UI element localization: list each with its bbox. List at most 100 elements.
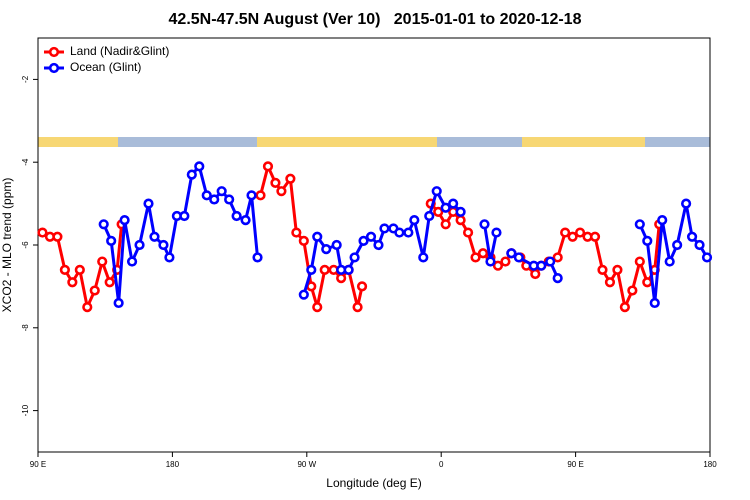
data-point [201, 190, 212, 201]
data-point [262, 161, 274, 172]
data-point [589, 231, 601, 242]
data-point [149, 231, 160, 242]
data-point [379, 223, 390, 234]
data-point [240, 215, 251, 226]
data-point [536, 260, 547, 271]
data-point [552, 252, 563, 263]
data-point [216, 186, 227, 197]
data-point [455, 215, 466, 226]
data-point [424, 210, 435, 222]
data-point [67, 277, 78, 288]
data-point [37, 227, 48, 238]
data-point [349, 252, 360, 263]
data-point [455, 206, 466, 217]
strip-ocean [118, 137, 257, 147]
data-point [513, 252, 524, 263]
strip-ocean [645, 137, 710, 147]
data-point [285, 173, 296, 184]
data-point [560, 227, 571, 238]
data-point [506, 248, 517, 259]
data-point [492, 260, 504, 271]
data-point [642, 235, 653, 246]
data-point [672, 239, 683, 251]
y-axis-label: XCO2 - MLO trend (ppm) [0, 178, 14, 313]
data-point [98, 219, 109, 230]
legend-label: Land (Nadir&Glint) [70, 44, 169, 58]
data-point [479, 219, 490, 230]
data-point [358, 235, 369, 246]
data-point [343, 264, 354, 275]
x-tick-label: 180 [166, 460, 180, 469]
data-point [104, 277, 115, 288]
data-point [634, 219, 645, 230]
data-point [477, 248, 489, 259]
data-point [291, 227, 302, 238]
legend-label: Ocean (Glint) [70, 60, 141, 74]
x-tick-label: 90 E [30, 460, 46, 469]
data-point [270, 177, 281, 188]
strip-ocean [437, 137, 522, 147]
data-point [82, 302, 93, 313]
data-point [440, 202, 451, 213]
data-point [694, 239, 705, 251]
chart-title: 42.5N-47.5N August (Ver 10) 2015-01-01 t… [169, 11, 582, 28]
data-point [403, 227, 414, 238]
data-point [306, 264, 317, 275]
x-tick-label: 0 [439, 460, 444, 469]
y-tick-label: -8 [21, 324, 30, 332]
data-point [604, 277, 616, 288]
data-point [312, 302, 323, 313]
data-point [352, 302, 363, 313]
data-point [126, 256, 138, 267]
x-tick-label: 180 [703, 460, 717, 469]
data-point [649, 297, 660, 309]
legend-swatch-marker [48, 62, 60, 74]
data-point [567, 231, 578, 242]
data-point [619, 302, 630, 313]
data-point [440, 219, 451, 230]
data-point [298, 289, 309, 300]
data-point [312, 231, 323, 242]
data-point [179, 210, 190, 222]
data-point [409, 215, 420, 226]
data-point [74, 264, 85, 275]
data-point [134, 239, 145, 251]
data-point [552, 273, 563, 284]
y-tick-label: -10 [21, 404, 30, 416]
x-tick-label: 90 W [297, 460, 316, 469]
data-point [89, 285, 100, 296]
data-point [321, 244, 332, 255]
data-point [394, 227, 405, 238]
data-point [485, 256, 496, 267]
data-point [462, 227, 474, 238]
data-point [664, 256, 675, 267]
y-tick-label: -6 [21, 241, 30, 249]
data-point [298, 235, 309, 246]
data-point [701, 252, 713, 263]
land-ocean-strip [38, 137, 710, 147]
legend-swatch-marker [48, 46, 60, 58]
data-point [194, 161, 205, 172]
data-point [431, 186, 442, 197]
data-point [373, 239, 384, 251]
data-point [331, 239, 342, 251]
data-point [657, 215, 668, 226]
data-point [627, 285, 638, 296]
data-point [574, 227, 586, 238]
data-point [433, 206, 444, 217]
data-point [252, 252, 263, 263]
data-point [119, 215, 130, 226]
data-point [59, 264, 70, 275]
data-point [158, 239, 169, 251]
data-point [530, 268, 541, 280]
data-point [113, 297, 124, 309]
data-point [365, 231, 377, 242]
data-point [418, 252, 429, 263]
data-point [356, 281, 368, 292]
y-tick-label: -4 [21, 158, 30, 166]
data-point [681, 198, 692, 209]
data-point [97, 256, 108, 267]
data-point [231, 210, 242, 222]
